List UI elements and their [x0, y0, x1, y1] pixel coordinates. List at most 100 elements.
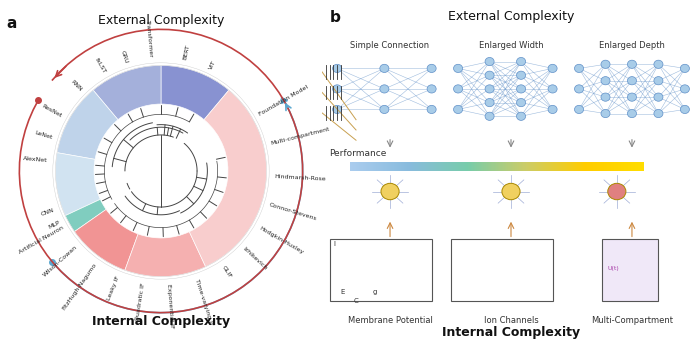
- Circle shape: [601, 77, 610, 85]
- Circle shape: [680, 105, 690, 114]
- Circle shape: [517, 57, 526, 66]
- Circle shape: [427, 85, 436, 93]
- Text: ResNet: ResNet: [41, 103, 63, 118]
- Text: Connor-Stevens: Connor-Stevens: [269, 202, 318, 221]
- Wedge shape: [93, 65, 161, 120]
- Circle shape: [575, 85, 584, 93]
- Text: AlexNet: AlexNet: [23, 157, 48, 163]
- Wedge shape: [55, 153, 100, 216]
- Circle shape: [454, 85, 463, 93]
- Circle shape: [517, 98, 526, 107]
- Wedge shape: [74, 209, 138, 270]
- Circle shape: [517, 112, 526, 120]
- Text: Time-varying IF: Time-varying IF: [194, 278, 214, 326]
- Text: a: a: [6, 16, 17, 31]
- Text: Artificial Neuron: Artificial Neuron: [18, 225, 64, 255]
- Circle shape: [454, 105, 463, 114]
- Circle shape: [601, 60, 610, 68]
- Text: FitzHugh-Nagumo: FitzHugh-Nagumo: [62, 262, 98, 311]
- Circle shape: [548, 64, 557, 73]
- Circle shape: [575, 105, 584, 114]
- Text: External Complexity: External Complexity: [98, 14, 224, 27]
- Circle shape: [381, 183, 399, 200]
- Wedge shape: [125, 232, 206, 277]
- Circle shape: [427, 105, 436, 114]
- Text: Simple Connection: Simple Connection: [351, 41, 430, 50]
- Text: Transformer: Transformer: [146, 20, 153, 58]
- Circle shape: [380, 85, 389, 93]
- Text: Enlarged Depth: Enlarged Depth: [599, 41, 665, 50]
- Circle shape: [517, 85, 526, 93]
- Text: Quadratic IF: Quadratic IF: [135, 282, 146, 321]
- Circle shape: [517, 71, 526, 79]
- Text: External Complexity: External Complexity: [448, 10, 574, 23]
- Circle shape: [654, 60, 663, 68]
- Text: MLP: MLP: [48, 220, 61, 231]
- Circle shape: [332, 85, 342, 93]
- Text: g: g: [372, 289, 377, 295]
- Text: Ion Channels: Ion Channels: [484, 316, 538, 325]
- Circle shape: [427, 64, 436, 73]
- Circle shape: [380, 105, 389, 114]
- Text: BERT: BERT: [182, 44, 190, 61]
- Text: E: E: [341, 289, 345, 295]
- Circle shape: [654, 93, 663, 101]
- Text: RNN: RNN: [69, 79, 83, 93]
- Text: Leaky IF: Leaky IF: [106, 275, 121, 301]
- Text: Wilson-Cowan: Wilson-Cowan: [42, 245, 78, 278]
- Circle shape: [601, 109, 610, 118]
- Text: b: b: [330, 10, 340, 25]
- Circle shape: [332, 64, 342, 73]
- Circle shape: [485, 71, 494, 79]
- Circle shape: [627, 77, 636, 85]
- Circle shape: [654, 77, 663, 85]
- Circle shape: [627, 60, 636, 68]
- Text: C: C: [354, 298, 358, 304]
- Circle shape: [454, 64, 463, 73]
- Bar: [330, 239, 432, 301]
- Circle shape: [548, 105, 557, 114]
- Circle shape: [627, 109, 636, 118]
- Wedge shape: [189, 90, 267, 267]
- Wedge shape: [65, 199, 106, 232]
- Text: Enlarged Width: Enlarged Width: [479, 41, 543, 50]
- Bar: [451, 239, 552, 301]
- Circle shape: [380, 64, 389, 73]
- Circle shape: [654, 109, 663, 118]
- Circle shape: [485, 57, 494, 66]
- Circle shape: [485, 85, 494, 93]
- Text: Exponential IF: Exponential IF: [167, 284, 174, 329]
- Text: CNN: CNN: [41, 207, 55, 217]
- Circle shape: [601, 93, 610, 101]
- Text: Multi-Compartment: Multi-Compartment: [591, 316, 673, 325]
- Text: Performance: Performance: [330, 149, 387, 158]
- Text: ViT: ViT: [209, 59, 217, 70]
- Text: fxLST: fxLST: [94, 57, 106, 74]
- Circle shape: [627, 93, 636, 101]
- Text: Internal Complexity: Internal Complexity: [92, 315, 230, 328]
- Circle shape: [485, 112, 494, 120]
- Text: Hodgkin-Huxley: Hodgkin-Huxley: [258, 225, 304, 255]
- Wedge shape: [161, 65, 229, 120]
- Text: Membrane Potential: Membrane Potential: [348, 316, 433, 325]
- Text: Izhikevich: Izhikevich: [242, 247, 269, 272]
- Text: GLIF: GLIF: [220, 265, 232, 279]
- Text: U(t): U(t): [607, 266, 619, 271]
- Text: Foundation Model: Foundation Model: [258, 84, 309, 117]
- Circle shape: [502, 183, 520, 200]
- Text: Hindmarsh-Rose: Hindmarsh-Rose: [274, 174, 326, 182]
- Circle shape: [332, 105, 342, 114]
- Text: GRU: GRU: [120, 50, 128, 64]
- Circle shape: [680, 64, 690, 73]
- Circle shape: [548, 85, 557, 93]
- Circle shape: [575, 64, 584, 73]
- Circle shape: [680, 85, 690, 93]
- Text: I: I: [333, 241, 335, 247]
- Wedge shape: [57, 90, 118, 159]
- Text: LeNet: LeNet: [34, 130, 53, 140]
- Bar: [602, 239, 659, 301]
- Circle shape: [485, 98, 494, 107]
- Text: Multi-compartment: Multi-compartment: [270, 127, 330, 146]
- Text: Internal Complexity: Internal Complexity: [442, 326, 580, 339]
- Circle shape: [608, 183, 626, 200]
